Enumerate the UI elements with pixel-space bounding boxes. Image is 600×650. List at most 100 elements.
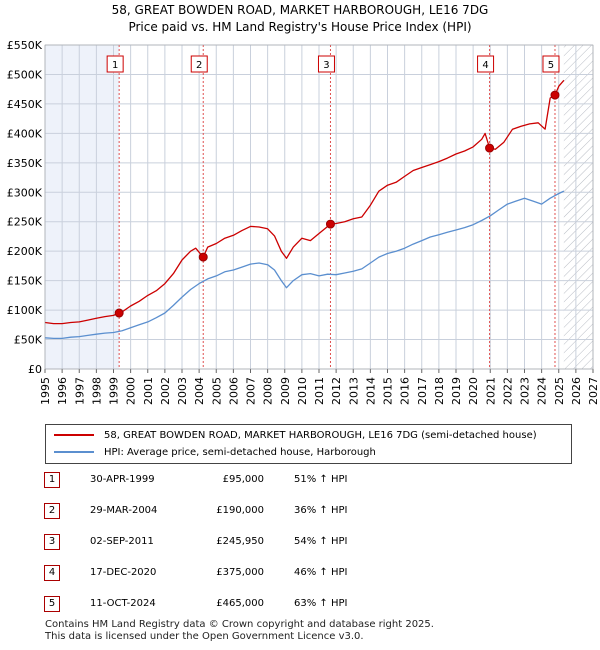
- row-marker: 5: [44, 596, 60, 612]
- legend-swatch-hpi: [54, 451, 94, 453]
- x-tick-label: 2010: [296, 377, 309, 405]
- chart-title-block: 58, GREAT BOWDEN ROAD, MARKET HARBOROUGH…: [0, 2, 600, 36]
- chart-legend: 58, GREAT BOWDEN ROAD, MARKET HARBOROUGH…: [45, 424, 572, 464]
- x-tick-label: 2007: [245, 377, 258, 405]
- x-tick-label: 2004: [193, 377, 206, 405]
- sale-number-label: 2: [196, 60, 202, 71]
- chart-title: 58, GREAT BOWDEN ROAD, MARKET HARBOROUGH…: [111, 3, 489, 17]
- row-marker: 1: [44, 472, 60, 488]
- legend-label-hpi: HPI: Average price, semi-detached house,…: [104, 447, 376, 458]
- x-tick-label: 2015: [382, 377, 395, 405]
- x-tick-label: 2011: [313, 377, 326, 405]
- table-row: 2 29-MAR-2004 £190,000 36% ↑ HPI: [44, 503, 444, 519]
- y-tick-label: £200K: [7, 245, 43, 258]
- sale-number-label: 4: [482, 60, 488, 71]
- plot-frame: [44, 44, 594, 370]
- x-tick-label: 2013: [347, 377, 360, 405]
- price-chart: £0 £50K £100K £150K £200K £250K £300K £350K £400…: [7, 39, 600, 405]
- x-tick-label: 1998: [90, 377, 103, 405]
- legend-label-property: 58, GREAT BOWDEN ROAD, MARKET HARBOROUGH…: [104, 430, 537, 441]
- x-tick-label: 2022: [501, 377, 514, 405]
- sale-point: [114, 308, 124, 318]
- y-tick-label: £500K: [7, 68, 43, 81]
- x-tick-label: 1995: [39, 377, 52, 405]
- sale-period-band: [119, 45, 204, 369]
- sale-number-label: 5: [548, 60, 554, 71]
- row-hpi: 54% ↑ HPI: [294, 536, 348, 547]
- y-tick-label: £300K: [7, 186, 43, 199]
- row-marker: 3: [44, 534, 60, 550]
- x-tick-label: 2000: [125, 377, 138, 405]
- sale-number-label: 1: [112, 60, 118, 71]
- x-tick-label: 2001: [142, 377, 155, 405]
- sale-period-band: [203, 45, 331, 369]
- table-row: 3 02-SEP-2011 £245,950 54% ↑ HPI: [44, 534, 444, 550]
- y-tick-label: £50K: [14, 334, 43, 347]
- sale-period-band: [554, 45, 564, 369]
- sale-number-label: 3: [323, 60, 329, 71]
- x-tick-label: 2020: [467, 377, 480, 405]
- sale-number-box: [477, 55, 495, 73]
- row-hpi: 36% ↑ HPI: [294, 505, 348, 516]
- footer: Contains HM Land Registry data © Crown c…: [45, 619, 585, 643]
- x-tick-label: 2009: [279, 377, 292, 405]
- x-tick-label: 2003: [176, 377, 189, 405]
- x-tick-label: 2002: [159, 377, 172, 405]
- x-tick-label: 2018: [433, 377, 446, 405]
- y-tick-label: £400K: [7, 127, 43, 140]
- table-row: 5 11-OCT-2024 £465,000 63% ↑ HPI: [44, 596, 444, 612]
- row-marker: 4: [44, 565, 60, 581]
- x-tick-label: 2027: [587, 377, 600, 405]
- y-tick-label: £450K: [7, 98, 43, 111]
- x-tick-label: 2021: [484, 377, 497, 405]
- x-tick-label: 2012: [330, 377, 343, 405]
- row-price: £465,000: [216, 598, 264, 609]
- row-marker: 2: [44, 503, 60, 519]
- row-date: 29-MAR-2004: [90, 505, 158, 516]
- forecast-hatch: [563, 45, 593, 369]
- x-tick-label: 2017: [416, 377, 429, 405]
- row-date: 02-SEP-2011: [90, 536, 154, 547]
- row-date: 17-DEC-2020: [90, 567, 157, 578]
- y-tick-label: £100K: [7, 304, 43, 317]
- y-tick-label: £350K: [7, 157, 43, 170]
- row-hpi: 63% ↑ HPI: [294, 598, 348, 609]
- sale-number-box: [190, 55, 208, 73]
- y-tick-label: £250K: [7, 216, 43, 229]
- row-hpi: 51% ↑ HPI: [294, 474, 348, 485]
- sale-number-box: [317, 55, 335, 73]
- x-tick-label: 2008: [262, 377, 275, 405]
- row-date: 30-APR-1999: [90, 474, 155, 485]
- sale-period-band: [330, 45, 490, 369]
- sale-period-band: [489, 45, 555, 369]
- y-tick-label: £150K: [7, 275, 43, 288]
- hpi-line: [44, 190, 565, 340]
- sale-point: [198, 252, 208, 262]
- sale-point: [550, 90, 560, 100]
- x-tick-label: 2023: [519, 377, 532, 405]
- row-price: £245,950: [216, 536, 264, 547]
- sale-point: [325, 219, 335, 229]
- legend-item-property: 58, GREAT BOWDEN ROAD, MARKET HARBOROUGH…: [54, 428, 537, 444]
- x-tick-label: 2016: [399, 377, 412, 405]
- y-tick-label: £550K: [7, 39, 43, 52]
- row-price: £375,000: [216, 567, 264, 578]
- footer-licence: This data is licensed under the Open Gov…: [45, 631, 364, 642]
- table-row: 4 17-DEC-2020 £375,000 46% ↑ HPI: [44, 565, 444, 581]
- x-tick-label: 2025: [553, 377, 566, 405]
- x-tick-label: 2019: [450, 377, 463, 405]
- legend-item-hpi: HPI: Average price, semi-detached house,…: [54, 445, 376, 461]
- sale-number-box: [542, 55, 560, 73]
- x-tick-label: 2024: [536, 377, 549, 405]
- x-tick-label: 2014: [364, 377, 377, 405]
- legend-swatch-property: [54, 434, 94, 436]
- x-tick-label: 1996: [56, 377, 69, 405]
- x-tick-label: 2006: [227, 377, 240, 405]
- footer-copyright: Contains HM Land Registry data © Crown c…: [45, 619, 434, 630]
- row-date: 11-OCT-2024: [90, 598, 156, 609]
- x-tick-label: 2005: [210, 377, 223, 405]
- table-row: 1 30-APR-1999 £95,000 51% ↑ HPI: [44, 472, 444, 488]
- x-tick-label: 1997: [73, 377, 86, 405]
- chart-subtitle: Price paid vs. HM Land Registry's House …: [128, 20, 472, 34]
- row-hpi: 46% ↑ HPI: [294, 567, 348, 578]
